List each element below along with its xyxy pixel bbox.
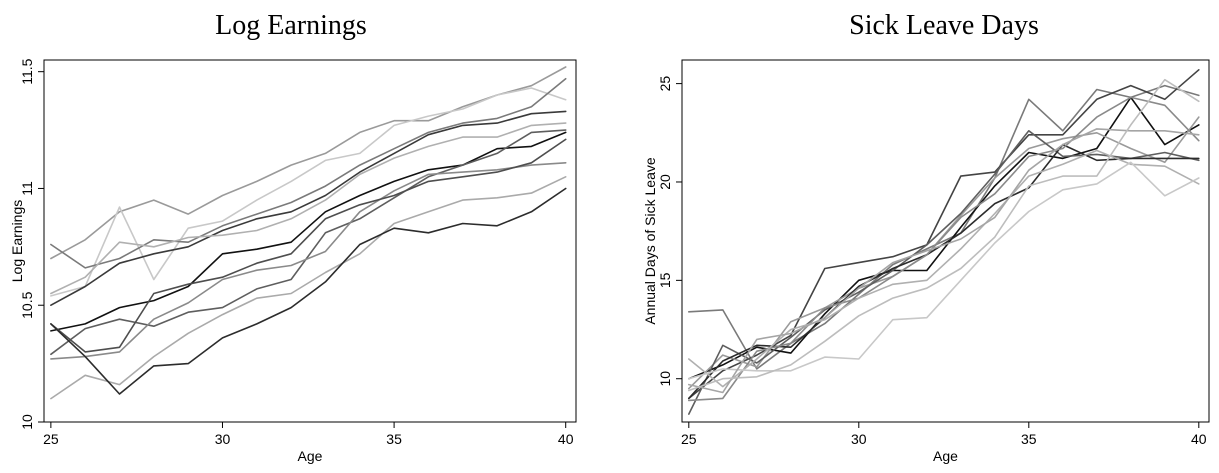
series-line-10 — [687, 128, 1200, 394]
x-axis-label: Age — [298, 448, 323, 464]
series-line-1 — [687, 84, 1200, 370]
chart-title: Sick Leave Days — [849, 10, 1039, 41]
x-tick-label: 25 — [681, 431, 697, 447]
plot-frame — [681, 59, 1210, 423]
series-line-4 — [50, 110, 567, 307]
series-line-2 — [50, 87, 567, 297]
x-axis-label: Age — [933, 448, 958, 464]
series-line-3 — [687, 96, 1200, 380]
y-tick-label: 10 — [19, 414, 35, 430]
chart-panel-2: Sick Leave Days 25 30 35 40 10 15 20 25 Age Annual… — [642, 10, 1210, 464]
series-line-6 — [687, 143, 1200, 400]
y-tick-label: 11.5 — [19, 58, 35, 84]
x-tick-label: 35 — [386, 431, 402, 447]
y-tick-label: 20 — [657, 174, 673, 190]
chart-panel-1: Log Earnings 25 30 35 40 10 10.5 11 11.5 Age Log E… — [9, 10, 577, 464]
series-line-9 — [50, 138, 567, 353]
series-line-5 — [687, 130, 1200, 415]
y-tick-label: 11 — [19, 181, 35, 196]
series-line-8 — [50, 162, 567, 360]
x-tick-label: 40 — [558, 431, 574, 447]
series-line-1 — [50, 66, 567, 260]
series-line-7 — [50, 129, 567, 356]
series-line-7 — [687, 96, 1200, 402]
y-tick-label: 10.5 — [19, 291, 35, 318]
series-line-6 — [50, 131, 567, 332]
y-tick-label: 25 — [657, 76, 673, 92]
y-axis-label: Log Earnings — [9, 200, 25, 283]
y-tick-label: 15 — [657, 272, 673, 288]
series-line-11 — [687, 78, 1200, 392]
x-tick-label: 30 — [215, 431, 231, 447]
y-tick-label: 10 — [657, 371, 673, 387]
series-line-5 — [50, 122, 567, 295]
x-tick-label: 40 — [1191, 431, 1207, 447]
x-tick-label: 35 — [1021, 431, 1037, 447]
series-line-8 — [687, 149, 1200, 388]
chart-title: Log Earnings — [215, 10, 367, 41]
series-line-11 — [50, 187, 567, 395]
series-line-3 — [50, 77, 567, 269]
series-line-10 — [50, 176, 567, 400]
x-tick-label: 25 — [43, 431, 59, 447]
x-tick-label: 30 — [851, 431, 867, 447]
plot-frame — [43, 59, 577, 423]
y-axis-label: Annual Days of Sick Leave — [642, 157, 658, 325]
